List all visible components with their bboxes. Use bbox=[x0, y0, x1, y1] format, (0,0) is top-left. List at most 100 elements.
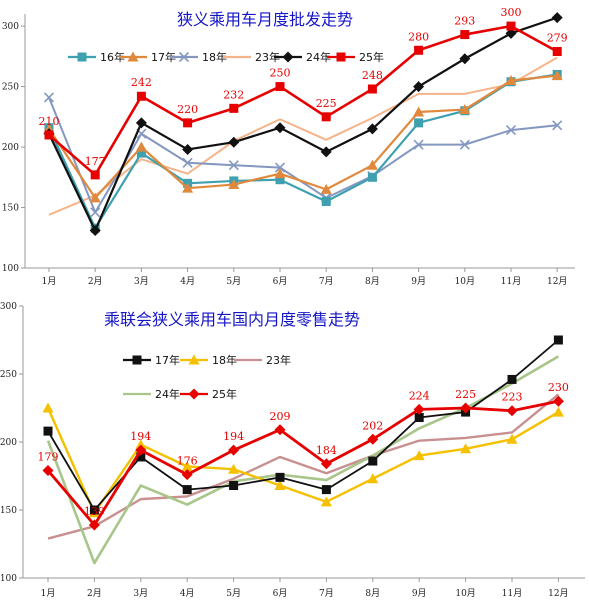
data-point bbox=[182, 157, 193, 168]
series-18年 bbox=[43, 92, 563, 218]
legend-marker bbox=[336, 52, 346, 62]
data-point bbox=[182, 485, 192, 495]
series-line bbox=[48, 16, 558, 232]
x-tick-label: 3月 bbox=[134, 276, 149, 287]
data-label: 224 bbox=[409, 389, 430, 402]
legend-item: 24年 bbox=[274, 50, 331, 64]
data-label: 139 bbox=[84, 505, 105, 518]
data-point bbox=[506, 21, 516, 31]
data-point bbox=[551, 12, 563, 24]
legend-item: 16年 bbox=[68, 50, 125, 64]
legend-item: 23年 bbox=[223, 50, 280, 64]
retail-chart: 乘联会狭义乘用车国内月度零售走势 100 150 200 250 300 1月 2月 3月 4月… bbox=[0, 295, 589, 604]
y-tick-label: 200 bbox=[0, 438, 17, 448]
legend-item: 18年 bbox=[180, 353, 237, 367]
legend-item: 17年 bbox=[123, 353, 180, 367]
x-tick-label: 7月 bbox=[319, 276, 334, 287]
data-point bbox=[89, 505, 99, 515]
data-label: 210 bbox=[39, 115, 60, 128]
data-point bbox=[89, 192, 101, 203]
data-label: 293 bbox=[454, 15, 475, 28]
legend-marker bbox=[188, 388, 200, 400]
legend-label: 16年 bbox=[100, 50, 125, 64]
data-point bbox=[321, 112, 331, 122]
series-25年: 210 177 242 220 232 250 225 248 280 293 300 279 bbox=[39, 6, 568, 180]
data-point bbox=[460, 402, 472, 414]
x-tick-label: 2月 bbox=[87, 588, 102, 599]
series-line bbox=[48, 73, 558, 230]
data-label: 209 bbox=[270, 410, 291, 423]
data-point bbox=[552, 395, 564, 407]
x-tick-label: 12月 bbox=[547, 276, 567, 287]
data-point bbox=[320, 496, 332, 507]
data-point bbox=[183, 118, 193, 128]
legend-label: 25年 bbox=[359, 50, 384, 64]
y-tick-label: 100 bbox=[2, 264, 19, 274]
x-tick-label: 3月 bbox=[133, 588, 148, 599]
data-point bbox=[413, 106, 425, 117]
data-point bbox=[368, 456, 378, 466]
series-line bbox=[48, 74, 558, 199]
data-point bbox=[459, 53, 471, 65]
data-label: 242 bbox=[131, 76, 152, 89]
data-point bbox=[367, 473, 379, 484]
data-point bbox=[135, 117, 147, 129]
data-point bbox=[552, 120, 563, 131]
data-point bbox=[553, 335, 563, 345]
legend-item: 24年 bbox=[123, 387, 180, 401]
series-16年 bbox=[44, 69, 562, 233]
x-tick-label: 6月 bbox=[273, 588, 288, 599]
data-point bbox=[413, 450, 425, 461]
data-point bbox=[42, 402, 54, 413]
data-point bbox=[321, 485, 331, 495]
data-point bbox=[136, 148, 146, 158]
series-line bbox=[46, 399, 559, 527]
y-tick-label: 300 bbox=[0, 302, 17, 312]
series-line bbox=[46, 407, 560, 514]
data-point bbox=[460, 30, 470, 40]
data-point bbox=[551, 70, 563, 81]
wholesale-chart-svg: 狭义乘用车月度批发走势 100 150 200 250 300 1月 2月 3月 4月 5月 6月 7… bbox=[2, 6, 575, 287]
data-point bbox=[505, 125, 517, 136]
legend-label: 18年 bbox=[202, 50, 227, 64]
data-point bbox=[275, 82, 285, 92]
data-point bbox=[228, 179, 240, 190]
y-tick-label: 250 bbox=[2, 83, 19, 93]
y-tick-label: 150 bbox=[2, 204, 19, 214]
legend-label: 17年 bbox=[151, 50, 176, 64]
data-point bbox=[366, 123, 378, 135]
data-point bbox=[320, 146, 332, 158]
data-point bbox=[414, 45, 424, 55]
data-point bbox=[42, 465, 54, 477]
x-tick-label: 12月 bbox=[548, 588, 568, 599]
data-label: 230 bbox=[548, 381, 569, 394]
chart-title: 乘联会狭义乘用车国内月度零售走势 bbox=[104, 310, 360, 329]
y-tick-label: 250 bbox=[0, 370, 17, 380]
chart-divider bbox=[0, 292, 589, 295]
data-label: 194 bbox=[130, 430, 151, 443]
data-point bbox=[275, 175, 285, 185]
data-point bbox=[367, 433, 379, 445]
x-tick-label: 1月 bbox=[42, 276, 57, 287]
data-label: 223 bbox=[502, 391, 523, 404]
data-point bbox=[89, 225, 101, 237]
data-point bbox=[274, 424, 286, 436]
data-point bbox=[135, 444, 147, 456]
series-line bbox=[46, 355, 560, 565]
data-label: 220 bbox=[177, 103, 198, 116]
x-tick-label: 10月 bbox=[455, 588, 475, 599]
series-18年 bbox=[42, 402, 564, 518]
data-point bbox=[367, 84, 377, 94]
data-point bbox=[274, 480, 286, 491]
series-line bbox=[47, 393, 560, 540]
data-point bbox=[229, 103, 239, 113]
data-point bbox=[181, 460, 193, 471]
series-line bbox=[47, 339, 559, 511]
series-line bbox=[48, 24, 558, 177]
data-label: 177 bbox=[85, 155, 106, 168]
series-25年: 179 139 194 176 194 209 184 202 224 225 223 230 bbox=[38, 381, 569, 531]
data-point bbox=[228, 463, 240, 474]
x-tick-label: 10月 bbox=[455, 276, 475, 287]
series-line bbox=[48, 97, 558, 214]
x-tick-label: 1月 bbox=[41, 588, 56, 599]
